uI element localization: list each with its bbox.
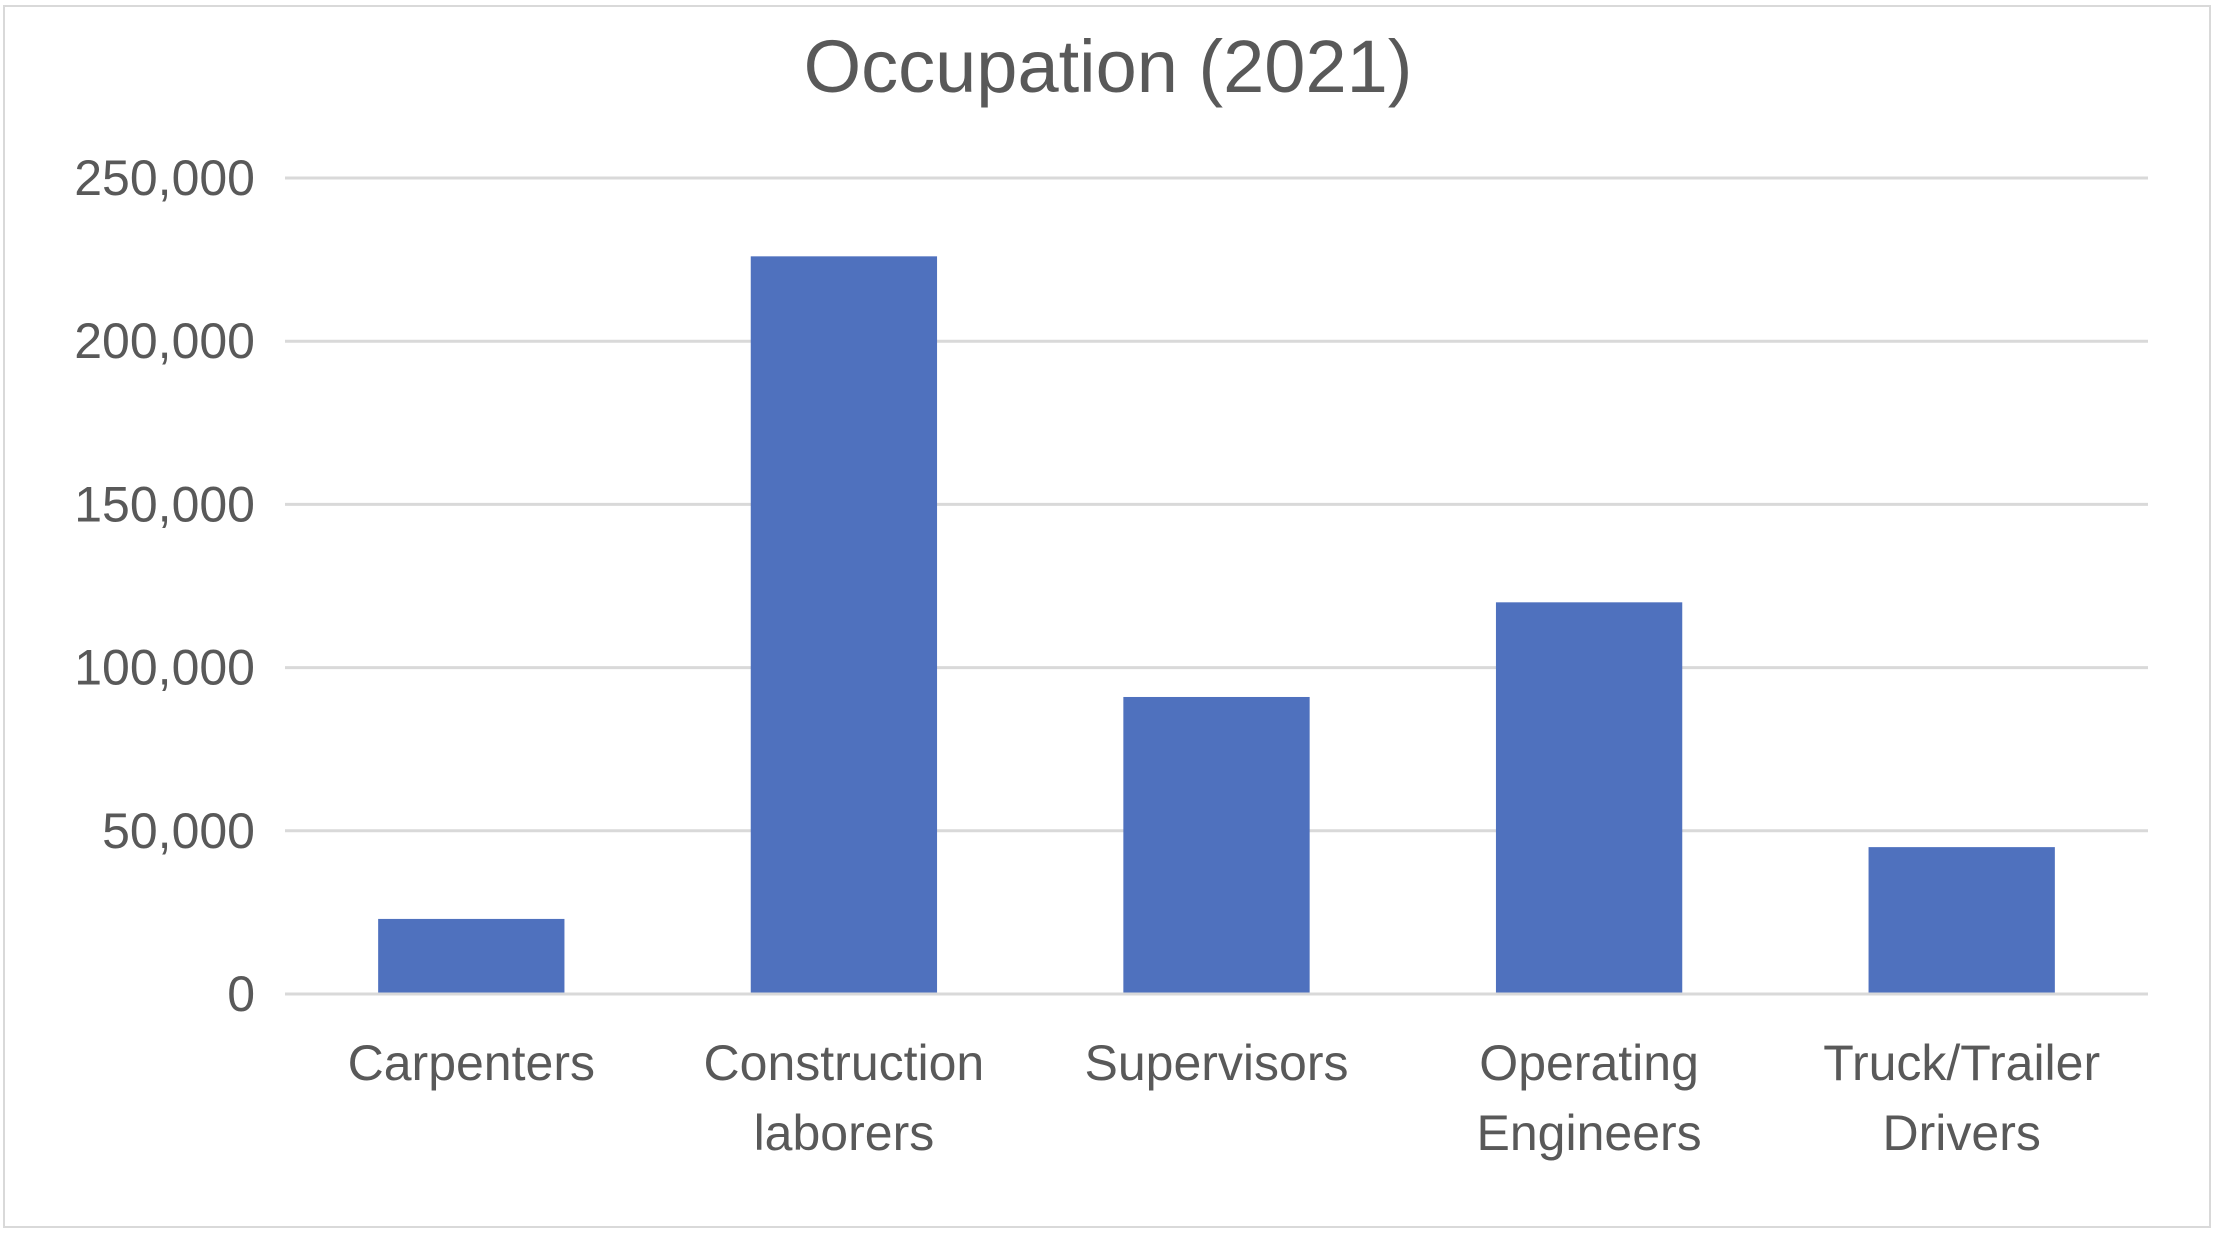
bar	[378, 918, 565, 994]
y-tick-label: 250,000	[74, 150, 255, 206]
bar	[1123, 696, 1310, 994]
bar	[750, 256, 938, 994]
y-tick-label: 50,000	[102, 803, 255, 859]
x-category-label: Drivers	[1883, 1105, 2041, 1161]
x-category-label: Truck/Trailer	[1823, 1035, 2100, 1091]
bar	[1495, 602, 1683, 994]
y-tick-label: 150,000	[74, 476, 255, 532]
y-tick-label: 100,000	[74, 640, 255, 696]
x-category-label: laborers	[754, 1105, 935, 1161]
gridlines	[285, 176, 2148, 833]
x-category-label: Engineers	[1477, 1105, 1702, 1161]
chart-title: Occupation (2021)	[804, 25, 1413, 108]
x-category-label: Operating	[1479, 1035, 1699, 1091]
x-category-label: Supervisors	[1085, 1035, 1349, 1091]
y-axis-tick-labels: 0 50,000 100,000 150,000 200,000 250,000	[74, 150, 255, 1022]
chart-frame	[3, 5, 2211, 1228]
x-category-label: Carpenters	[348, 1035, 595, 1091]
x-category-label: Construction	[704, 1035, 985, 1091]
bar	[1868, 847, 2055, 994]
bars	[378, 256, 2055, 994]
y-tick-label: 0	[227, 966, 255, 1022]
x-axis-category-labels: Carpenters Construction laborers Supervisor…	[348, 1035, 2101, 1161]
y-tick-label: 200,000	[74, 313, 255, 369]
